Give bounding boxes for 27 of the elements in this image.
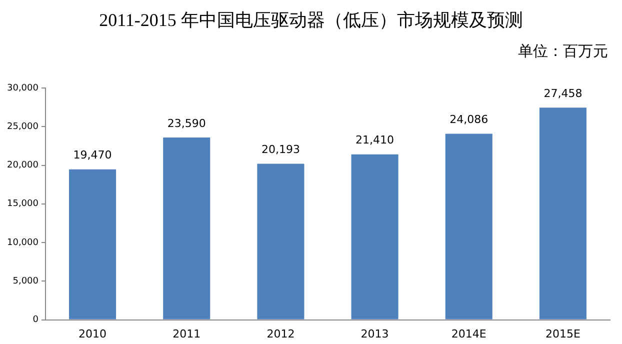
bar bbox=[69, 169, 116, 320]
chart-title: 2011-2015 年中国电压驱动器（低压）市场规模及预测 bbox=[98, 9, 524, 32]
bar bbox=[445, 134, 492, 320]
x-tick-label: 2014E bbox=[451, 327, 486, 340]
bar bbox=[257, 164, 304, 320]
y-tick-label: 25,000 bbox=[6, 122, 39, 132]
y-tick-label: 20,000 bbox=[6, 160, 39, 171]
x-tick-label: 2015E bbox=[545, 327, 580, 340]
x-tick-label: 2013 bbox=[360, 327, 389, 340]
y-tick-label: 10,000 bbox=[6, 238, 39, 248]
bar bbox=[539, 108, 586, 320]
y-tick-label: 15,000 bbox=[6, 199, 39, 210]
bar bbox=[163, 138, 210, 320]
x-tick-label: 2011 bbox=[172, 327, 201, 340]
data-label: 24,086 bbox=[450, 113, 488, 126]
data-label: 20,193 bbox=[261, 143, 300, 156]
data-label: 23,590 bbox=[167, 116, 206, 130]
data-label: 21,410 bbox=[356, 134, 394, 147]
y-tick-label: 5,000 bbox=[12, 276, 39, 287]
data-label: 19,470 bbox=[73, 148, 112, 162]
data-label: 27,458 bbox=[544, 87, 582, 100]
chart-subtitle: 单位：百万元 bbox=[518, 42, 608, 61]
y-tick-label: 0 bbox=[32, 315, 39, 326]
bar bbox=[351, 154, 398, 320]
x-tick-label: 2010 bbox=[78, 327, 107, 340]
x-tick-label: 2012 bbox=[266, 327, 295, 340]
y-tick-label: 30,000 bbox=[6, 83, 39, 94]
